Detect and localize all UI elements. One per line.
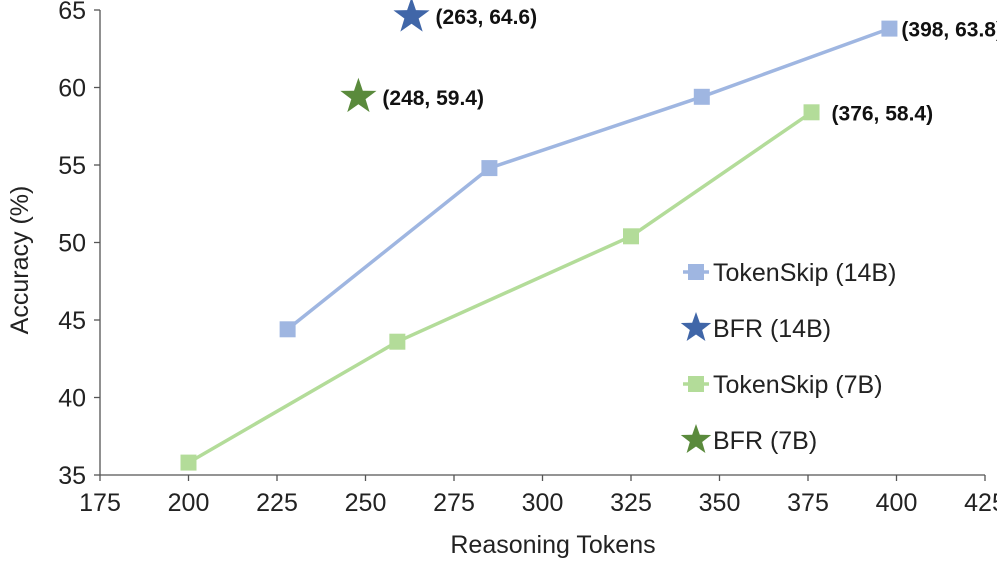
legend-star-marker	[680, 312, 712, 341]
legend-label: BFR (7B)	[713, 427, 817, 455]
y-axis-title: Accuracy (%)	[6, 186, 34, 335]
legend-square-marker	[688, 376, 704, 392]
legend: TokenSkip (14B) BFR (14B) TokenSkip (7B) BF…	[680, 259, 896, 455]
square-marker	[481, 160, 498, 177]
x-tick-label: 375	[787, 489, 829, 517]
y-tick-label: 40	[58, 385, 86, 413]
legend-square-marker	[688, 264, 704, 280]
legend-label: BFR (14B)	[713, 315, 831, 343]
y-tick-label: 45	[58, 307, 86, 335]
data-labels: (263, 64.6) (248, 59.4) (398, 63.8) (376, 5…	[382, 6, 997, 125]
square-marker	[389, 333, 406, 350]
x-tick-label: 300	[522, 489, 564, 517]
x-tick-label: 200	[168, 489, 210, 517]
data-label: (376, 58.4)	[832, 102, 934, 125]
y-tick-label: 55	[58, 152, 86, 180]
x-axis-title: Reasoning Tokens	[450, 531, 655, 559]
y-tick-label: 65	[58, 0, 86, 25]
legend-item: TokenSkip (7B)	[683, 371, 883, 399]
x-tick-label: 250	[345, 489, 387, 517]
legend-label: TokenSkip (14B)	[713, 259, 896, 287]
x-tick-label: 275	[433, 489, 475, 517]
series-line	[286, 26, 890, 331]
x-tick-label: 325	[610, 489, 652, 517]
x-tick-label: 225	[256, 489, 298, 517]
legend-item: BFR (7B)	[680, 424, 817, 455]
legend-item: TokenSkip (14B)	[683, 259, 896, 287]
y-tick-label: 50	[58, 230, 86, 258]
series-lines	[187, 26, 890, 465]
x-tick-label: 350	[699, 489, 741, 517]
square-marker	[693, 88, 710, 105]
x-tick-label: 425	[964, 489, 997, 517]
square-marker	[803, 104, 820, 121]
star-marker	[340, 77, 377, 113]
y-tick-label: 60	[58, 75, 86, 103]
square-marker	[623, 228, 639, 245]
legend-label: TokenSkip (7B)	[713, 371, 883, 399]
data-markers	[180, 0, 898, 471]
star-marker	[393, 0, 430, 32]
x-tick-label: 175	[79, 489, 121, 517]
data-label: (398, 63.8)	[901, 19, 997, 42]
data-label: (263, 64.6)	[436, 6, 538, 29]
square-marker	[279, 321, 296, 338]
tick-labels: 35 40 45 50 55 60 65 175 200 225 250 275 300 325 350 37…	[58, 0, 997, 517]
square-marker	[180, 454, 197, 471]
axes	[94, 9, 986, 481]
x-tick-label: 400	[876, 489, 918, 517]
y-tick-label: 35	[58, 462, 86, 490]
legend-item: BFR (14B)	[680, 312, 831, 343]
square-marker	[881, 20, 898, 37]
series-line	[187, 110, 813, 465]
data-label: (248, 59.4)	[382, 87, 484, 110]
legend-star-marker	[680, 424, 712, 453]
